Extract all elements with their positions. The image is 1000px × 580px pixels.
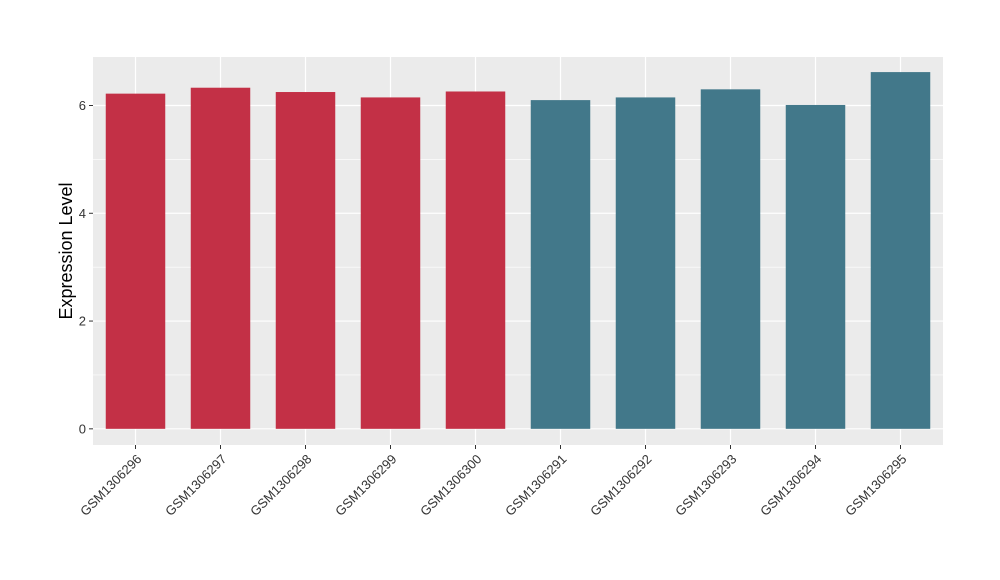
x-tick-label: GSM1306292 — [587, 451, 654, 518]
bar-GSM1306293 — [700, 89, 761, 429]
y-tick-label: 6 — [79, 98, 86, 113]
x-tick-label: GSM1306295 — [842, 451, 909, 518]
bar-GSM1306292 — [615, 97, 676, 429]
bar-GSM1306300 — [445, 91, 506, 429]
y-axis-title: Expression Level — [56, 182, 76, 319]
bar-GSM1306298 — [275, 92, 336, 429]
x-tick-label: GSM1306296 — [77, 451, 144, 518]
bar-GSM1306297 — [190, 87, 251, 429]
x-tick-label: GSM1306294 — [757, 451, 824, 518]
x-tick-label: GSM1306291 — [502, 451, 569, 518]
x-tick-label: GSM1306298 — [247, 451, 314, 518]
x-axis: GSM1306296 GSM1306297 GSM1306298 GSM1306299… — [77, 445, 909, 519]
x-tick-label: GSM1306300 — [417, 451, 484, 518]
x-tick-label: GSM1306299 — [332, 451, 399, 518]
y-tick-label: 0 — [79, 421, 86, 436]
bar-GSM1306295 — [870, 72, 931, 429]
y-tick-label: 4 — [79, 206, 86, 221]
bar-GSM1306291 — [530, 100, 591, 429]
bar-GSM1306296 — [105, 93, 166, 429]
x-tick-label: GSM1306297 — [162, 451, 229, 518]
bars — [105, 72, 931, 429]
bar-GSM1306299 — [360, 97, 421, 429]
x-tick-label: GSM1306293 — [672, 451, 739, 518]
bar-GSM1306294 — [785, 104, 846, 429]
y-tick-label: 2 — [79, 314, 86, 329]
y-axis: 0 2 4 6 — [79, 98, 93, 436]
